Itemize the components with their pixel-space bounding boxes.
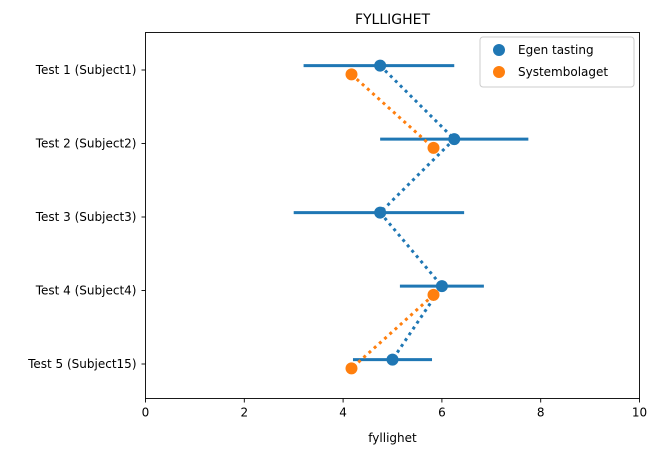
series-layer xyxy=(293,59,529,375)
y-tick-label: Test 1 (Subject1) xyxy=(35,63,137,77)
legend-label: Egen tasting xyxy=(518,43,594,57)
data-point xyxy=(427,141,440,154)
y-tick-label: Test 2 (Subject2) xyxy=(35,137,137,151)
y-tick-label: Test 5 (Subject15) xyxy=(27,357,136,371)
data-point xyxy=(374,59,387,72)
x-tick-label: 4 xyxy=(339,406,347,420)
legend: Egen tasting Systembolaget xyxy=(479,36,635,88)
y-tick-label: Test 4 (Subject4) xyxy=(35,284,137,298)
data-point xyxy=(374,206,387,219)
series-connector xyxy=(379,211,444,288)
x-tick-label: 0 xyxy=(142,406,150,420)
legend-label: Systembolaget xyxy=(518,65,608,79)
x-tick-label: 8 xyxy=(537,406,545,420)
legend-box xyxy=(479,36,635,88)
series-connector xyxy=(379,64,456,141)
y-tick-label: Test 3 (Subject3) xyxy=(35,210,137,224)
legend-marker xyxy=(493,44,505,56)
x-tick-label: 10 xyxy=(632,406,647,420)
x-axis-label: fyllighet xyxy=(368,431,417,445)
data-point xyxy=(345,362,358,375)
series-0 xyxy=(293,59,529,366)
series-connector xyxy=(350,73,435,150)
series-connector xyxy=(350,293,435,370)
data-point xyxy=(448,133,461,146)
x-tick-label: 6 xyxy=(438,406,446,420)
data-point xyxy=(386,353,399,366)
data-point xyxy=(435,280,448,293)
legend-marker xyxy=(493,66,505,78)
data-point xyxy=(345,68,358,81)
plot-frame xyxy=(145,32,640,399)
x-tick-label: 2 xyxy=(240,406,248,420)
series-1 xyxy=(345,68,440,375)
data-point xyxy=(427,288,440,301)
ticks-layer: 0 2 4 6 8 10 Test 1 (Subject1) Test 2 (Subject2… xyxy=(27,63,647,420)
series-connector xyxy=(379,138,456,214)
chart-title: FYLLIGHET xyxy=(355,12,431,28)
